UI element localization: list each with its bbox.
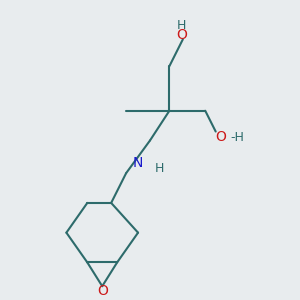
Text: O: O — [97, 284, 108, 298]
Text: H: H — [177, 20, 186, 32]
Text: N: N — [133, 156, 143, 170]
Text: -H: -H — [231, 131, 244, 144]
Text: O: O — [176, 28, 187, 42]
Text: O: O — [216, 130, 226, 145]
Text: H: H — [154, 162, 164, 175]
